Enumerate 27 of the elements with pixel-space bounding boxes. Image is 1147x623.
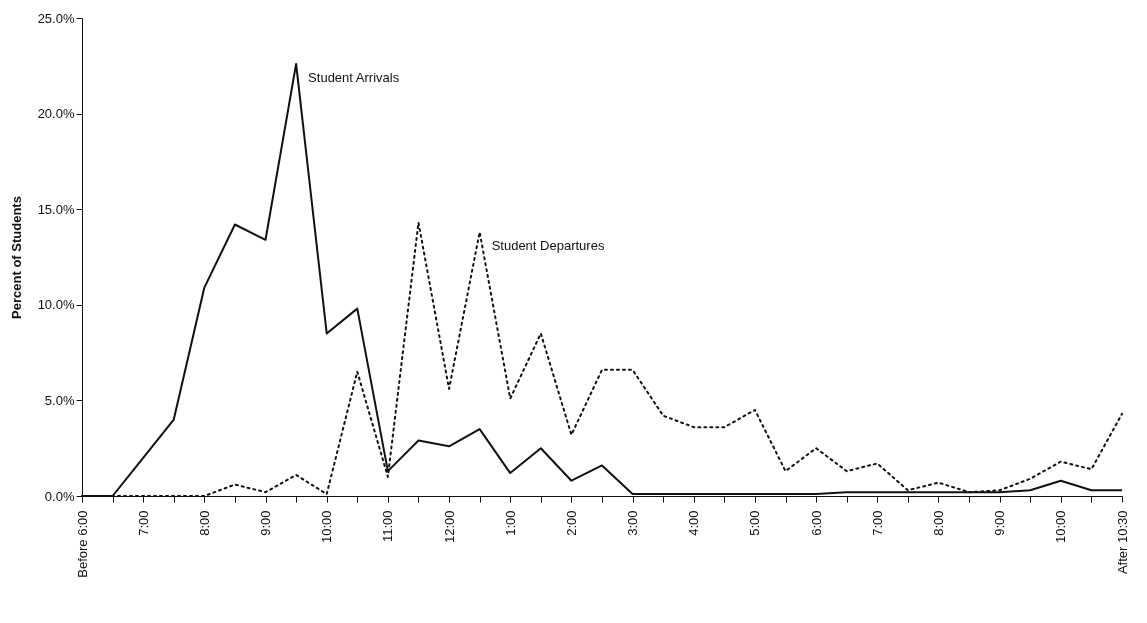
- x-tick-label: 10:00: [319, 510, 335, 544]
- x-tick-label: 3:00: [625, 510, 641, 536]
- x-tick-label: 2:00: [563, 510, 579, 536]
- x-tick-label: 1:00: [502, 510, 518, 536]
- x-tick-label: After 10:30: [1114, 510, 1130, 575]
- x-tick-label: 9:00: [992, 510, 1008, 536]
- x-tick-label: 11:00: [380, 510, 396, 543]
- y-tick-label: 10.0%: [37, 297, 75, 313]
- series-label: Student Arrivals: [308, 69, 400, 85]
- x-tick-label: 6:00: [808, 510, 824, 536]
- x-tick-label: 8:00: [930, 510, 946, 536]
- x-tick-label: 5:00: [747, 510, 763, 536]
- y-tick-label: 15.0%: [37, 201, 75, 217]
- x-tick-label: 7:00: [135, 510, 151, 536]
- x-tick-label: 10:00: [1053, 510, 1069, 544]
- y-tick-label: 5.0%: [44, 392, 75, 408]
- x-tick-label: 7:00: [869, 510, 885, 536]
- y-tick-label: 0.0%: [44, 488, 75, 504]
- y-tick-label: 25.0%: [37, 10, 75, 26]
- x-tick-label: Before 6:00: [74, 510, 90, 578]
- x-tick-label: 4:00: [686, 510, 702, 536]
- x-tick-label: 9:00: [258, 510, 274, 536]
- y-axis-title: Percent of Students: [8, 196, 24, 319]
- x-tick-label: 12:00: [441, 510, 457, 544]
- y-tick-label: 20.0%: [37, 106, 75, 122]
- x-tick-label: 8:00: [196, 510, 212, 536]
- series-label: Student Departures: [491, 238, 605, 254]
